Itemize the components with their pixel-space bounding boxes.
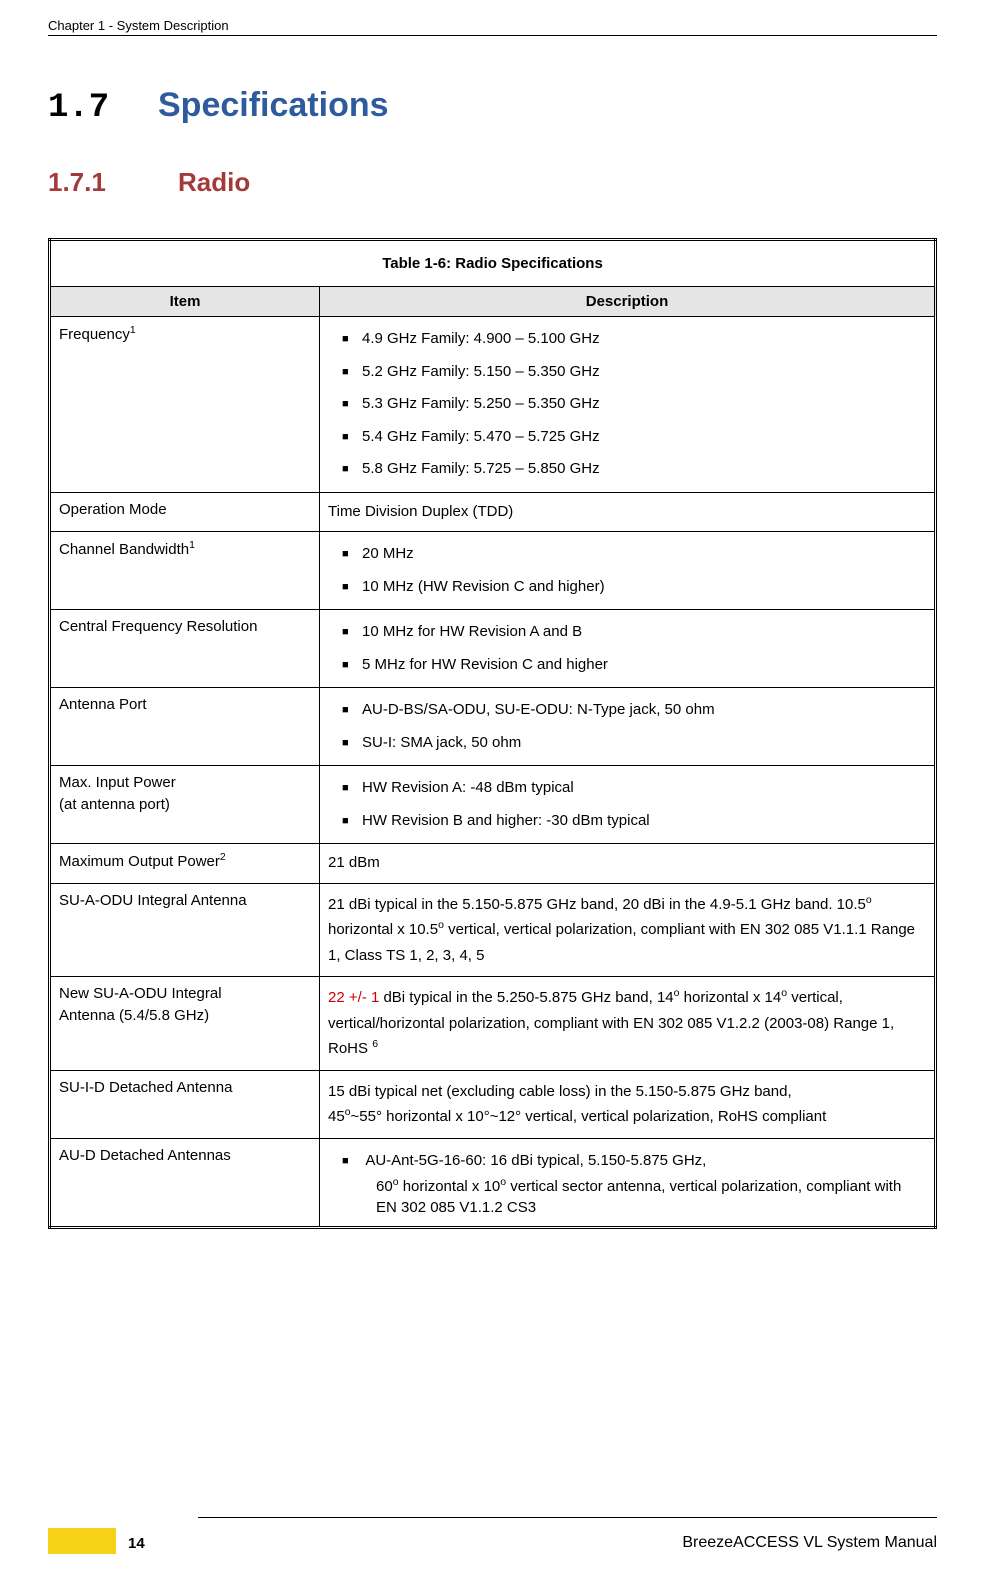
table-row: New SU-A-ODU Integral Antenna (5.4/5.8 G… xyxy=(50,977,936,1071)
subsection-number: 1.7.1 xyxy=(48,167,178,198)
item-label-sub: Antenna (5.4/5.8 GHz) xyxy=(59,1007,209,1024)
list-item: SU-I: SMA jack, 50 ohm xyxy=(342,727,926,760)
desc-text: horizontal x 10.5 xyxy=(328,921,438,938)
list-item: 5.8 GHz Family: 5.725 – 5.850 GHz xyxy=(342,453,926,486)
table-row: Central Frequency Resolution 10 MHz for … xyxy=(50,610,936,688)
list-item: AU-Ant-5G-16-60: 16 dBi typical, 5.150-5… xyxy=(342,1145,926,1221)
table-row: Operation Mode Time Division Duplex (TDD… xyxy=(50,492,936,532)
table-row: Frequency1 4.9 GHz Family: 4.900 – 5.100… xyxy=(50,317,936,493)
list-item: 20 MHz xyxy=(342,538,926,571)
table-row: Antenna Port AU-D-BS/SA-ODU, SU-E-ODU: N… xyxy=(50,688,936,766)
desc-text: 21 dBm xyxy=(320,844,936,884)
desc-text: 21 dBi typical in the 5.150-5.875 GHz ba… xyxy=(328,896,866,913)
highlight-value: 22 +/- 1 xyxy=(328,989,379,1006)
chapter-header: Chapter 1 - System Description xyxy=(48,18,937,36)
item-label: Frequency xyxy=(59,326,130,343)
manual-title: BreezeACCESS VL System Manual xyxy=(682,1534,937,1554)
list-item: HW Revision B and higher: -30 dBm typica… xyxy=(342,805,926,838)
table-row: SU-A-ODU Integral Antenna 21 dBi typical… xyxy=(50,883,936,977)
subsection-title-text: Radio xyxy=(178,167,250,197)
footnote-ref: 1 xyxy=(189,539,195,551)
section-number: 1.7 xyxy=(48,89,158,127)
list-item: 5.3 GHz Family: 5.250 – 5.350 GHz xyxy=(342,388,926,421)
table-caption: Table 1-6: Radio Specifications xyxy=(50,240,936,287)
table-row: SU-I-D Detached Antenna 15 dBi typical n… xyxy=(50,1070,936,1138)
bullet-list: 4.9 GHz Family: 4.900 – 5.100 GHz 5.2 GH… xyxy=(328,323,926,486)
desc-text: AU-Ant-5G-16-60: 16 dBi typical, 5.150-5… xyxy=(365,1152,706,1169)
list-item: 5.2 GHz Family: 5.150 – 5.350 GHz xyxy=(342,356,926,389)
list-item: 10 MHz (HW Revision C and higher) xyxy=(342,571,926,604)
desc-text: dBi typical in the 5.250-5.875 GHz band,… xyxy=(379,989,673,1006)
item-label: Channel Bandwidth xyxy=(59,541,189,558)
item-label: Central Frequency Resolution xyxy=(50,610,320,688)
bullet-list: AU-D-BS/SA-ODU, SU-E-ODU: N-Type jack, 5… xyxy=(328,694,926,759)
desc-text: 60 xyxy=(376,1178,393,1195)
item-label: Max. Input Power xyxy=(59,774,176,791)
table-row: AU-D Detached Antennas AU-Ant-5G-16-60: … xyxy=(50,1138,936,1228)
column-header-item: Item xyxy=(50,287,320,317)
bullet-list: HW Revision A: -48 dBm typical HW Revisi… xyxy=(328,772,926,837)
item-label: Antenna Port xyxy=(50,688,320,766)
item-label: AU-D Detached Antennas xyxy=(50,1138,320,1228)
footer-rule xyxy=(198,1517,937,1518)
desc-text: Time Division Duplex (TDD) xyxy=(320,492,936,532)
item-label: Operation Mode xyxy=(50,492,320,532)
brand-block xyxy=(48,1528,116,1554)
item-label: SU-A-ODU Integral Antenna xyxy=(50,883,320,977)
page-footer: 14 BreezeACCESS VL System Manual xyxy=(48,1517,937,1554)
desc-text: horizontal x 14 xyxy=(680,989,782,1006)
spec-table: Table 1-6: Radio Specifications Item Des… xyxy=(48,238,937,1229)
item-label-sub: (at antenna port) xyxy=(59,796,170,813)
list-item: 10 MHz for HW Revision A and B xyxy=(342,616,926,649)
footnote-ref: 6 xyxy=(372,1038,378,1050)
bullet-list: 20 MHz 10 MHz (HW Revision C and higher) xyxy=(328,538,926,603)
item-label: SU-I-D Detached Antenna xyxy=(50,1070,320,1138)
desc-text: 15 dBi typical net (excluding cable loss… xyxy=(328,1083,792,1100)
page-number: 14 xyxy=(128,1535,145,1554)
list-item: HW Revision A: -48 dBm typical xyxy=(342,772,926,805)
desc-text: ~55° horizontal x 10°~12° vertical, vert… xyxy=(351,1108,827,1125)
desc-text: horizontal x 10 xyxy=(399,1178,501,1195)
list-item: 4.9 GHz Family: 4.900 – 5.100 GHz xyxy=(342,323,926,356)
table-row: Maximum Output Power2 21 dBm xyxy=(50,844,936,884)
table-row: Channel Bandwidth1 20 MHz 10 MHz (HW Rev… xyxy=(50,532,936,610)
degree: o xyxy=(866,894,872,906)
subsection-heading: 1.7.1Radio xyxy=(48,167,937,198)
table-row: Max. Input Power (at antenna port) HW Re… xyxy=(50,766,936,844)
footnote-ref: 2 xyxy=(220,851,226,863)
column-header-desc: Description xyxy=(320,287,936,317)
section-heading: 1.7Specifications xyxy=(48,86,937,127)
desc-text: 45 xyxy=(328,1108,345,1125)
list-item: 5 MHz for HW Revision C and higher xyxy=(342,649,926,682)
footnote-ref: 1 xyxy=(130,324,136,336)
list-item: 5.4 GHz Family: 5.470 – 5.725 GHz xyxy=(342,421,926,454)
list-item: AU-D-BS/SA-ODU, SU-E-ODU: N-Type jack, 5… xyxy=(342,694,926,727)
bullet-list: AU-Ant-5G-16-60: 16 dBi typical, 5.150-5… xyxy=(328,1145,926,1221)
bullet-list: 10 MHz for HW Revision A and B 5 MHz for… xyxy=(328,616,926,681)
section-title-text: Specifications xyxy=(158,86,389,124)
item-label: New SU-A-ODU Integral xyxy=(59,985,222,1002)
item-label: Maximum Output Power xyxy=(59,853,220,870)
